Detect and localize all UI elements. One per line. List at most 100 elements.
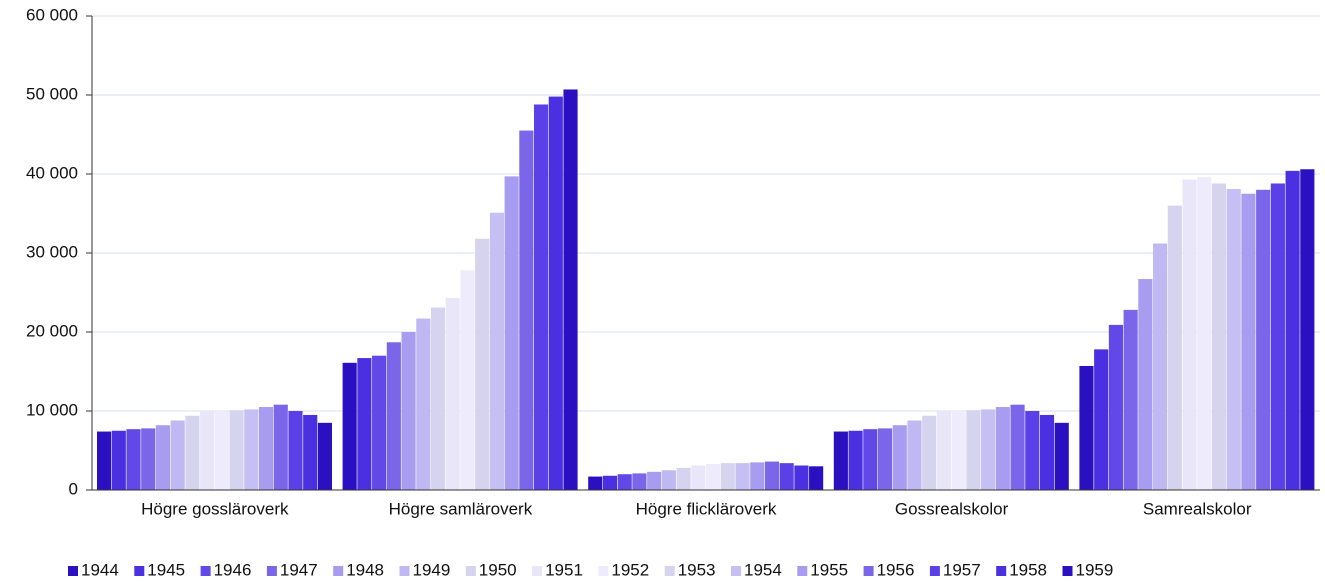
bar (1094, 349, 1109, 490)
bar (833, 431, 848, 490)
bar (445, 298, 460, 490)
bar (1197, 177, 1212, 490)
legend-label: 1952 (611, 560, 649, 579)
bar (185, 415, 200, 490)
bar (676, 467, 691, 490)
bar (244, 409, 259, 490)
bar (372, 355, 387, 490)
bar (863, 429, 878, 490)
bar (200, 411, 215, 490)
bar (995, 407, 1010, 490)
bar (1108, 324, 1123, 490)
legend-label: 1956 (877, 560, 915, 579)
x-tick-label: Högre gossläroverk (141, 499, 289, 518)
legend-swatch (664, 566, 675, 576)
legend-label: 1951 (545, 560, 583, 579)
bar (794, 465, 809, 490)
x-tick-label: Samrealskolor (1143, 499, 1252, 518)
legend-label: 1957 (943, 560, 981, 579)
bar (170, 420, 185, 490)
bar (848, 430, 863, 490)
bar (155, 425, 171, 490)
bar (548, 96, 563, 490)
bar (750, 462, 765, 490)
bar (588, 476, 603, 490)
x-tick-label: Högre samläroverk (389, 499, 533, 518)
bar (214, 411, 229, 490)
legend-swatch (134, 566, 145, 576)
bar (877, 428, 893, 490)
legend-swatch (1062, 566, 1073, 576)
x-tick-label: Högre flickläroverk (636, 499, 777, 518)
bar (303, 414, 318, 490)
bar (288, 411, 303, 490)
bar (1211, 183, 1227, 491)
bar (519, 130, 534, 491)
y-tick-label: 60 000 (26, 5, 78, 24)
y-tick-label: 10 000 (26, 400, 78, 419)
legend-swatch (532, 566, 543, 576)
legend-swatch (266, 566, 277, 576)
bar (475, 238, 490, 490)
bar (661, 470, 676, 490)
y-tick-label: 0 (69, 479, 78, 498)
bar (1167, 205, 1182, 490)
bar (386, 342, 401, 490)
bar (602, 475, 618, 490)
legend-label: 1945 (147, 560, 185, 579)
bar (111, 430, 126, 490)
bar (258, 407, 274, 490)
bar (1300, 169, 1315, 490)
bar (936, 411, 951, 490)
legend-label: 1955 (810, 560, 848, 579)
bar (563, 89, 578, 490)
bar (416, 318, 431, 490)
bar (534, 104, 549, 490)
legend-swatch (797, 566, 808, 576)
legend-label: 1958 (1009, 560, 1047, 579)
legend-swatch (399, 566, 410, 576)
bar (779, 463, 794, 490)
legend-label: 1947 (280, 560, 318, 579)
bar (97, 431, 112, 490)
bar (1285, 170, 1300, 490)
legend-label: 1950 (479, 560, 517, 579)
bar (1054, 422, 1069, 490)
bar (504, 176, 519, 490)
bar (720, 463, 735, 490)
legend-swatch (996, 566, 1007, 576)
bar (691, 465, 706, 490)
y-tick-label: 50 000 (26, 84, 78, 103)
bar (1153, 243, 1168, 490)
bar (1025, 411, 1040, 490)
bar (460, 270, 475, 490)
legend-label: 1954 (744, 560, 782, 579)
legend-label: 1948 (346, 560, 384, 579)
bar (317, 422, 332, 490)
bar (1138, 279, 1153, 490)
legend-swatch (929, 566, 940, 576)
bar (617, 474, 632, 490)
bar (342, 362, 357, 490)
legend-label: 1946 (214, 560, 252, 579)
bar (922, 415, 937, 490)
legend-swatch (333, 566, 344, 576)
bar (357, 358, 372, 490)
bar (1039, 414, 1055, 490)
bar (141, 428, 156, 490)
bar (1010, 404, 1025, 490)
legend-label: 1953 (678, 560, 716, 579)
bar (1270, 183, 1285, 491)
legend-swatch (465, 566, 476, 576)
bar (907, 420, 922, 490)
legend-swatch (863, 566, 874, 576)
bar (892, 425, 907, 490)
bar (401, 332, 416, 490)
y-tick-label: 20 000 (26, 321, 78, 340)
bar (735, 463, 750, 490)
legend-swatch (731, 566, 741, 576)
legend-swatch (68, 566, 78, 576)
legend-label: 1959 (1076, 560, 1114, 579)
bar (647, 471, 662, 490)
